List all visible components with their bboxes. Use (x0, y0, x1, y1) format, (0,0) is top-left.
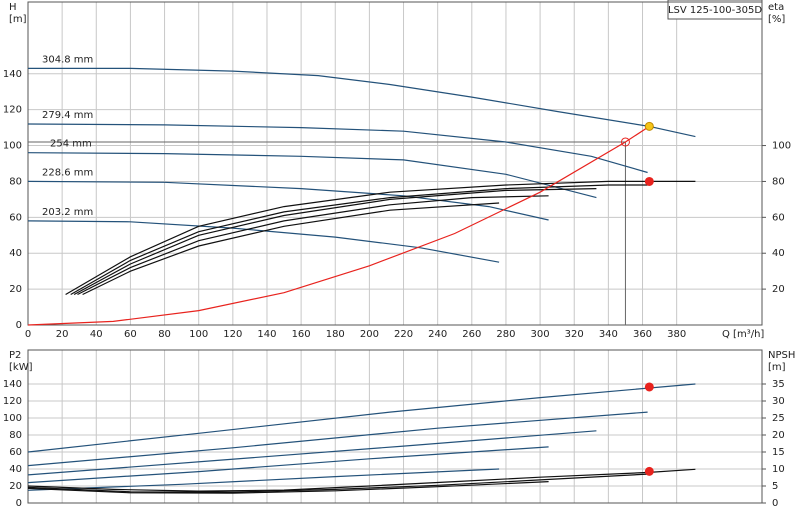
curve (27, 152, 597, 199)
curve (27, 468, 696, 492)
y2-tick-label: 60 (772, 212, 785, 223)
y-tick-label: 0 (16, 498, 22, 509)
curve-label: 228.6 mm (42, 167, 93, 178)
y2-axis-label: NPSH (768, 350, 795, 361)
curve (27, 125, 650, 326)
plot-frame (27, 1, 763, 326)
x-tick-label: 180 (326, 329, 345, 340)
x-tick-label: 320 (565, 329, 584, 340)
x-tick-label: 120 (223, 329, 242, 340)
y-tick-label: 80 (9, 176, 22, 187)
curve (27, 468, 500, 491)
y-tick-label: 140 (3, 69, 22, 80)
x-tick-label: 280 (496, 329, 515, 340)
operating-point (620, 137, 630, 147)
x-tick-label: 200 (360, 329, 379, 340)
operating-point (644, 176, 654, 186)
y2-tick-label: 35 (772, 379, 785, 390)
curve (82, 202, 500, 296)
y2-tick-label: 10 (772, 464, 785, 475)
chart-title: LSV 125-100-305D (668, 5, 762, 16)
y2-axis-label: [%] (768, 14, 785, 25)
y2-tick-label: 30 (772, 396, 785, 407)
curve-label: 203.2 mm (42, 207, 93, 218)
y-axis-label: [m] (9, 14, 27, 25)
curve (27, 473, 648, 493)
x-axis-label: Q [m³/h] (722, 329, 764, 340)
curve (27, 481, 549, 494)
curve (27, 383, 696, 453)
operating-point (644, 121, 654, 131)
y2-axis-label: eta (768, 2, 784, 13)
x-tick-label: 160 (292, 329, 311, 340)
x-tick-label: 60 (124, 329, 137, 340)
y2-tick-label: 15 (772, 447, 785, 458)
curve (77, 195, 549, 296)
y-tick-label: 0 (16, 320, 22, 331)
x-tick-label: 40 (90, 329, 103, 340)
x-tick-label: 80 (158, 329, 171, 340)
x-tick-label: 380 (667, 329, 686, 340)
y-tick-label: 140 (3, 379, 22, 390)
curve (70, 184, 648, 296)
y2-tick-label: 20 (772, 284, 785, 295)
y-axis-label: [kW] (9, 362, 33, 373)
curve (65, 180, 696, 296)
curve (28, 67, 696, 138)
y-tick-label: 60 (9, 447, 22, 458)
y-tick-label: 120 (3, 396, 22, 407)
x-tick-label: 140 (257, 329, 276, 340)
curve-label: 304.8 mm (42, 54, 93, 65)
y-tick-label: 80 (9, 430, 22, 441)
y2-axis-label: [m] (768, 362, 786, 373)
y2-tick-label: 40 (772, 248, 785, 259)
y-axis-label: P2 (9, 350, 21, 361)
x-tick-label: 240 (428, 329, 447, 340)
y-tick-label: 100 (3, 141, 22, 152)
x-tick-label: 300 (531, 329, 550, 340)
curve-label: 279.4 mm (42, 110, 93, 121)
y2-tick-label: 5 (772, 481, 778, 492)
plot-frame (27, 349, 763, 504)
y-tick-label: 40 (9, 248, 22, 259)
curve (27, 123, 648, 174)
y2-tick-label: 20 (772, 430, 785, 441)
y2-tick-label: 25 (772, 413, 785, 424)
x-tick-label: 0 (25, 329, 31, 340)
x-tick-label: 360 (633, 329, 652, 340)
curve (27, 180, 549, 221)
y2-tick-label: 0 (772, 498, 778, 509)
y-tick-label: 20 (9, 284, 22, 295)
curve (27, 411, 648, 467)
curve (73, 188, 597, 296)
curve-label: 254 mm (50, 139, 92, 150)
curve (27, 446, 549, 484)
x-tick-label: 340 (599, 329, 618, 340)
curve (27, 430, 597, 476)
x-tick-label: 20 (56, 329, 69, 340)
y2-tick-label: 100 (772, 141, 791, 152)
y-tick-label: 40 (9, 464, 22, 475)
y-tick-label: 60 (9, 212, 22, 223)
y2-tick-label: 80 (772, 176, 785, 187)
y-tick-label: 20 (9, 481, 22, 492)
operating-point (644, 382, 654, 392)
x-tick-label: 220 (394, 329, 413, 340)
y-axis-label: H (9, 2, 17, 13)
y-tick-label: 120 (3, 105, 22, 116)
operating-point (644, 466, 654, 476)
x-tick-label: 260 (462, 329, 481, 340)
curve (27, 220, 500, 263)
x-tick-label: 100 (189, 329, 208, 340)
y-tick-label: 100 (3, 413, 22, 424)
